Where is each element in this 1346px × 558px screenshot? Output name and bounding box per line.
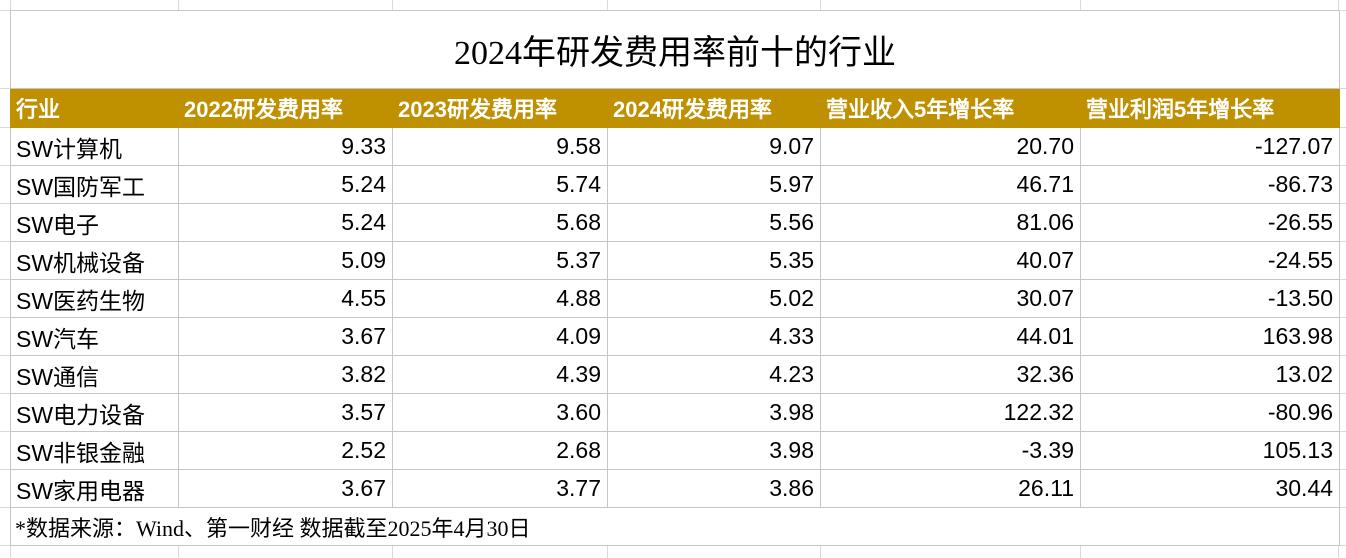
row-4-value-cell-2: 5.37 bbox=[392, 241, 608, 280]
row-2-value-cell-3: 5.97 bbox=[607, 165, 821, 204]
row-10-value-cell-4: 26.11 bbox=[820, 469, 1081, 508]
row-8-value-cell-4: 122.32 bbox=[820, 393, 1081, 432]
row-10-value-cell-5: 30.44 bbox=[1079, 469, 1341, 508]
row-7-value-cell-1: 3.82 bbox=[178, 355, 393, 394]
row-9-industry-cell: SW非银金融 bbox=[10, 431, 179, 470]
row-8-value-cell-1: 3.57 bbox=[178, 393, 393, 432]
table-row-1: SW计算机 9.33 9.58 9.07 20.70 -127.07 bbox=[10, 127, 1341, 166]
row-6-value-cell-5: 163.98 bbox=[1079, 317, 1341, 356]
row-7-value-cell-5: 13.02 bbox=[1079, 355, 1341, 394]
row-1-value-cell-3: 9.07 bbox=[607, 127, 821, 166]
row-6-industry-cell: SW汽车 bbox=[10, 317, 179, 356]
row-6-value-cell-2: 4.09 bbox=[392, 317, 608, 356]
table-title: 2024年研发费用率前十的行业 bbox=[9, 10, 1341, 89]
row-2-value-cell-1: 5.24 bbox=[178, 165, 393, 204]
table-row-10: SW家用电器 3.67 3.77 3.86 26.11 30.44 bbox=[10, 469, 1341, 508]
table-row-5: SW医药生物 4.55 4.88 5.02 30.07 -13.50 bbox=[10, 279, 1341, 318]
row-8-value-cell-3: 3.98 bbox=[607, 393, 821, 432]
row-9-value-cell-4: -3.39 bbox=[820, 431, 1081, 470]
row-7-value-cell-2: 4.39 bbox=[392, 355, 608, 394]
table-body: SW计算机 9.33 9.58 9.07 20.70 -127.07 SW国防军工 5.24 5… bbox=[10, 127, 1341, 508]
row-7-industry-cell: SW通信 bbox=[10, 355, 179, 394]
row-2-value-cell-4: 46.71 bbox=[820, 165, 1081, 204]
row-6-value-cell-1: 3.67 bbox=[178, 317, 393, 356]
table-row-6: SW汽车 3.67 4.09 4.33 44.01 163.98 bbox=[10, 317, 1341, 356]
row-10-value-cell-3: 3.86 bbox=[607, 469, 821, 508]
row-9-value-cell-1: 2.52 bbox=[178, 431, 393, 470]
row-10-value-cell-2: 3.77 bbox=[392, 469, 608, 508]
row-8-value-cell-5: -80.96 bbox=[1079, 393, 1341, 432]
row-8-industry-cell: SW电力设备 bbox=[10, 393, 179, 432]
row-2-value-cell-2: 5.74 bbox=[392, 165, 608, 204]
column-header-1: 行业 bbox=[10, 88, 179, 128]
table-row-7: SW通信 3.82 4.39 4.23 32.36 13.02 bbox=[10, 355, 1341, 394]
row-5-value-cell-1: 4.55 bbox=[178, 279, 393, 318]
source-note: *数据来源：Wind、第一财经 数据截至2025年4月30日 bbox=[9, 507, 1341, 546]
row-9-value-cell-2: 2.68 bbox=[392, 431, 608, 470]
row-4-value-cell-4: 40.07 bbox=[820, 241, 1081, 280]
column-header-2: 2022研发费用率 bbox=[178, 88, 393, 128]
row-3-value-cell-3: 5.56 bbox=[607, 203, 821, 242]
row-3-industry-cell: SW电子 bbox=[10, 203, 179, 242]
row-7-value-cell-4: 32.36 bbox=[820, 355, 1081, 394]
row-2-value-cell-5: -86.73 bbox=[1079, 165, 1341, 204]
column-header-5: 营业收入5年增长率 bbox=[820, 88, 1081, 128]
title-row: 2024年研发费用率前十的行业 bbox=[9, 10, 1341, 89]
row-4-value-cell-5: -24.55 bbox=[1079, 241, 1341, 280]
row-4-value-cell-1: 5.09 bbox=[178, 241, 393, 280]
column-header-4: 2024研发费用率 bbox=[607, 88, 821, 128]
row-5-value-cell-4: 30.07 bbox=[820, 279, 1081, 318]
column-header-3: 2023研发费用率 bbox=[392, 88, 608, 128]
data-table: 2024年研发费用率前十的行业 行业 2022研发费用率 2023研发费用率 2024… bbox=[9, 10, 1341, 546]
row-6-value-cell-3: 4.33 bbox=[607, 317, 821, 356]
header-row: 行业 2022研发费用率 2023研发费用率 2024研发费用率 营业收入5年增长率 营业… bbox=[10, 88, 1341, 128]
row-1-value-cell-4: 20.70 bbox=[820, 127, 1081, 166]
row-5-value-cell-5: -13.50 bbox=[1079, 279, 1341, 318]
row-1-value-cell-2: 9.58 bbox=[392, 127, 608, 166]
row-4-industry-cell: SW机械设备 bbox=[10, 241, 179, 280]
row-6-value-cell-4: 44.01 bbox=[820, 317, 1081, 356]
row-5-value-cell-2: 4.88 bbox=[392, 279, 608, 318]
footnote-row: *数据来源：Wind、第一财经 数据截至2025年4月30日 bbox=[9, 507, 1341, 546]
row-3-value-cell-5: -26.55 bbox=[1079, 203, 1341, 242]
column-header-6: 营业利润5年增长率 bbox=[1079, 88, 1341, 128]
row-3-value-cell-1: 5.24 bbox=[178, 203, 393, 242]
table-row-9: SW非银金融 2.52 2.68 3.98 -3.39 105.13 bbox=[10, 431, 1341, 470]
row-2-industry-cell: SW国防军工 bbox=[10, 165, 179, 204]
row-4-value-cell-3: 5.35 bbox=[607, 241, 821, 280]
row-7-value-cell-3: 4.23 bbox=[607, 355, 821, 394]
row-10-value-cell-1: 3.67 bbox=[178, 469, 393, 508]
row-5-value-cell-3: 5.02 bbox=[607, 279, 821, 318]
row-1-value-cell-5: -127.07 bbox=[1079, 127, 1341, 166]
row-1-industry-cell: SW计算机 bbox=[10, 127, 179, 166]
row-8-value-cell-2: 3.60 bbox=[392, 393, 608, 432]
table-row-4: SW机械设备 5.09 5.37 5.35 40.07 -24.55 bbox=[10, 241, 1341, 280]
table-row-2: SW国防军工 5.24 5.74 5.97 46.71 -86.73 bbox=[10, 165, 1341, 204]
row-10-industry-cell: SW家用电器 bbox=[10, 469, 179, 508]
row-5-industry-cell: SW医药生物 bbox=[10, 279, 179, 318]
table-row-8: SW电力设备 3.57 3.60 3.98 122.32 -80.96 bbox=[10, 393, 1341, 432]
table-row-3: SW电子 5.24 5.68 5.56 81.06 -26.55 bbox=[10, 203, 1341, 242]
row-1-value-cell-1: 9.33 bbox=[178, 127, 393, 166]
row-3-value-cell-4: 81.06 bbox=[820, 203, 1081, 242]
row-9-value-cell-5: 105.13 bbox=[1079, 431, 1341, 470]
row-3-value-cell-2: 5.68 bbox=[392, 203, 608, 242]
row-9-value-cell-3: 3.98 bbox=[607, 431, 821, 470]
